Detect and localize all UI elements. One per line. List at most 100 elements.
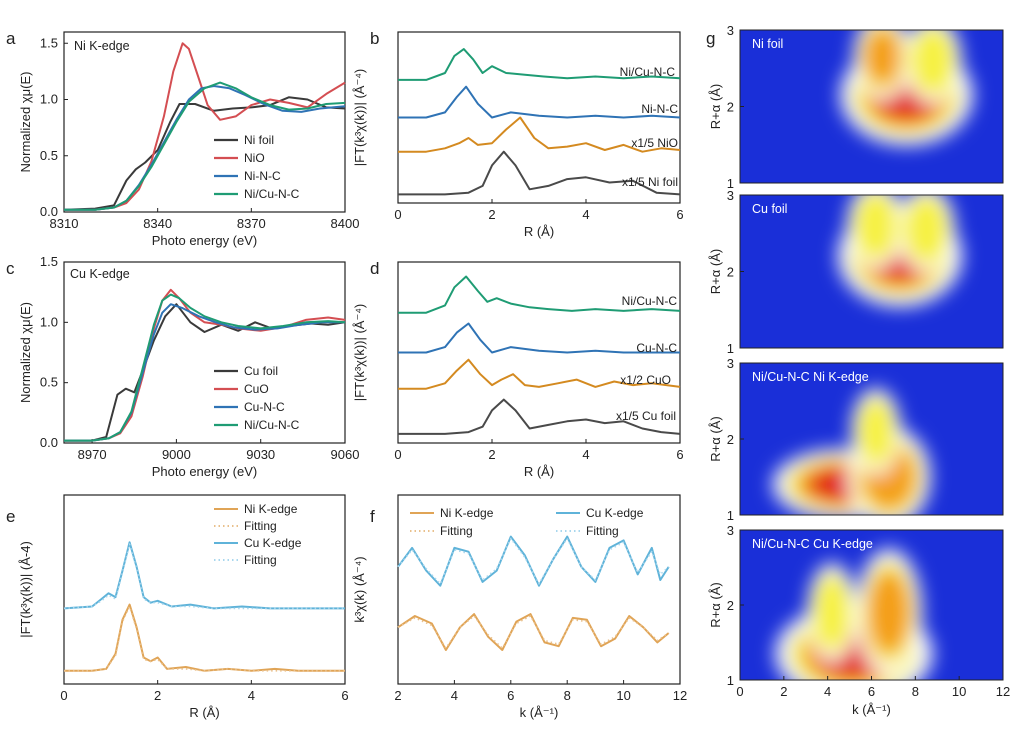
series-line-3: [64, 293, 346, 442]
heatmap-level-1: [867, 570, 911, 655]
x-axis-label: k (Å⁻¹): [852, 702, 891, 717]
panel-annotation: Cu K-edge: [70, 267, 130, 281]
series-line-3: [63, 543, 345, 610]
x-tick-label: 8: [912, 684, 919, 699]
panel-e: 0 2 4 6 R (Å) |FT(k³χ(k))| (Å-4)e Ni K-edge Fit…: [6, 494, 349, 720]
panel-a: 8310 8340 8370 8400 0.0 0.5 1.0 1.5 Photo energy…: [6, 29, 359, 248]
x-tick-label: 8310: [50, 216, 79, 231]
series-line-2: [397, 535, 670, 587]
series-line-2: [398, 85, 681, 119]
x-tick-label: 8400: [331, 216, 360, 231]
x-tick-label: 6: [341, 688, 348, 703]
legend-label: CuO: [244, 382, 269, 396]
series-line-3: [397, 537, 670, 585]
series-tag: x1/2 CuO: [620, 373, 671, 387]
panel-d: 0 2 4 6 R (Å) |FT(k³χ(k))| (Å⁻⁴) d x1/5 Cu foil…: [352, 259, 684, 479]
y-axis-label: R+α (Å): [708, 416, 723, 461]
y-axis-label: |FT(k³χ(k))| (Å-4): [18, 541, 33, 638]
y-tick-label: 0.5: [40, 375, 58, 390]
y-tick-label: 1: [727, 508, 734, 523]
legend-label: Cu foil: [244, 364, 278, 378]
heatmap-level-1: [863, 30, 902, 86]
series-line-3: [398, 275, 681, 314]
panel-letter: f: [370, 507, 375, 526]
x-axis-label: R (Å): [524, 464, 554, 479]
plot-frame: [63, 494, 346, 685]
heatmap-blobs: [774, 548, 934, 680]
heatmap-level-1: [852, 195, 900, 262]
panel-letter: c: [6, 259, 15, 278]
series-tag: Ni/Cu-N-C: [622, 294, 678, 308]
x-tick-label: 0: [60, 688, 67, 703]
y-tick-label: 3: [727, 188, 734, 203]
series-tag: Ni/Cu-N-C: [620, 65, 676, 79]
x-axis-label: R (Å): [524, 224, 554, 239]
panel-letter: d: [370, 259, 379, 278]
x-tick-label: 10: [952, 684, 966, 699]
y-axis-label: Normalized χμ(E): [18, 72, 33, 173]
y-axis-label: Normalized χμ(E): [18, 302, 33, 403]
x-tick-label: 2: [154, 688, 161, 703]
series-tag: Ni-N-C: [641, 102, 678, 116]
x-tick-label: 0: [394, 207, 401, 222]
x-axis-label: R (Å): [189, 705, 219, 720]
y-tick-label: 0.0: [40, 204, 58, 219]
series-line-1: [64, 42, 346, 211]
panel-letter: g: [706, 29, 715, 48]
x-tick-label: 6: [868, 684, 875, 699]
y-tick-label: 2: [727, 432, 734, 447]
legend-label: Ni/Cu-N-C: [244, 418, 300, 432]
x-tick-label: 9000: [162, 447, 191, 462]
y-tick-label: 2: [727, 598, 734, 613]
heatmap-0: [740, 30, 1003, 183]
series-line-3: [64, 81, 346, 211]
y-axis-label: R+α (Å): [708, 84, 723, 129]
x-tick-label: 6: [676, 447, 683, 462]
x-tick-label: 6: [507, 688, 514, 703]
legend-label: Ni foil: [244, 133, 274, 147]
series-line-2: [63, 541, 345, 610]
heatmap-level-2: [909, 30, 957, 97]
y-tick-label: 1.0: [40, 314, 58, 329]
x-tick-label: 2: [394, 688, 401, 703]
series-line-1: [398, 116, 681, 153]
x-tick-label: 4: [582, 207, 589, 222]
series-tag: x1/5 NiO: [631, 136, 678, 150]
x-tick-label: 2: [488, 447, 495, 462]
y-tick-label: 3: [727, 356, 734, 371]
x-axis-label: Photo energy (eV): [152, 233, 258, 248]
legend-label: Ni K-edge: [244, 502, 298, 516]
x-tick-label: 12: [673, 688, 687, 703]
y-axis-label: R+α (Å): [708, 582, 723, 627]
legend-label: Ni/Cu-N-C: [244, 187, 300, 201]
y-tick-label: 0.0: [40, 435, 58, 450]
panel-c: 8970 9000 9030 9060 0.0 0.5 1.0 1.5 Photo energy…: [6, 254, 359, 479]
legend-label: Cu-N-C: [244, 400, 285, 414]
heatmap-level-2: [902, 195, 951, 265]
legend-label: Fitting: [440, 524, 473, 538]
heatmap-1: [740, 195, 1003, 348]
x-tick-label: 10: [616, 688, 630, 703]
series-line-3: [398, 48, 681, 81]
heatmap-blobs: [837, 195, 963, 308]
y-tick-label: 1.0: [40, 92, 58, 107]
series-line-2: [64, 303, 345, 442]
y-axis-label: |FT(k³χ(k))| (Å⁻⁴): [352, 69, 367, 167]
x-tick-label: 4: [824, 684, 831, 699]
series-line-2: [64, 85, 346, 211]
x-tick-label: 6: [676, 207, 683, 222]
y-tick-label: 1.5: [40, 35, 58, 50]
legend-label: Fitting: [586, 524, 619, 538]
legend-label: NiO: [244, 151, 265, 165]
map-title: Ni/Cu-N-C Cu K-edge: [752, 537, 873, 551]
y-axis-label: |FT(k³χ(k))| (Å⁻⁴): [352, 304, 367, 402]
series-line-0: [398, 398, 681, 435]
series-line-1: [64, 605, 345, 672]
x-tick-label: 8340: [143, 216, 172, 231]
heatmap-blobs: [772, 388, 931, 515]
panel-letter: e: [6, 507, 15, 526]
series-line-2: [398, 322, 680, 354]
x-tick-label: 0: [736, 684, 743, 699]
